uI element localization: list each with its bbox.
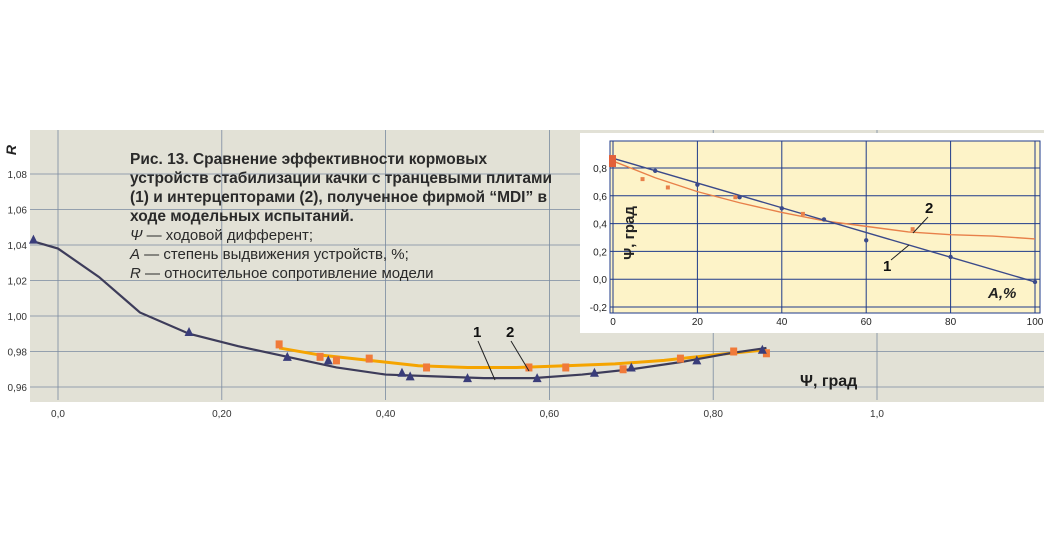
inset-series-1-marker xyxy=(737,194,742,200)
figure-title: Рис. 13. Сравнение эффективности кормовы… xyxy=(130,151,552,225)
main-tick-labels: 0,0 0,20 0,40 0,60 0,80 1,00,960,981,001,021,… xyxy=(8,170,885,420)
series-1-leader xyxy=(477,340,496,381)
inset-y-tick-label: 0,0 xyxy=(593,275,607,286)
series-1-marker xyxy=(323,355,333,365)
series-2-marker xyxy=(423,363,431,372)
inset-y-tick-label: 0,4 xyxy=(593,220,607,231)
inset-x-tick-label: 0 xyxy=(610,317,616,328)
main-y-tick-label: 1,06 xyxy=(8,206,28,217)
legend-text: — степень выдвижения устройств, %; xyxy=(140,246,409,263)
main-x-tick-label: 0,60 xyxy=(540,409,560,420)
inset-series-2-label: 2 xyxy=(925,200,933,217)
legend-symbol: R xyxy=(130,265,141,282)
series-2-label: 2 xyxy=(506,324,514,341)
inset-series-2-leader xyxy=(912,216,929,234)
series-1-marker xyxy=(463,373,472,383)
series-1-marker xyxy=(397,367,407,377)
main-y-tick-label: 1,08 xyxy=(8,170,28,181)
inset-series-1-leader xyxy=(890,244,910,261)
main-x-tick-label: 0,80 xyxy=(703,409,723,420)
series-2-marker xyxy=(730,347,738,356)
inset-x-tick-label: 40 xyxy=(776,317,788,328)
main-x-tick-label: 0,0 xyxy=(51,409,65,420)
series-2-marker xyxy=(316,352,324,361)
series-2-marker xyxy=(332,356,340,365)
inset-series-1-marker xyxy=(653,168,658,173)
main-y-axis-label: R xyxy=(3,144,19,155)
inset-x-tick-label: 20 xyxy=(692,317,704,328)
inset-chart: 0 20 40 60 80 100-0,20,00,20,40,60,8 21 Ψ, гр… xyxy=(580,133,1044,333)
series-1-marker xyxy=(692,355,702,365)
inset-series-2-marker xyxy=(800,211,805,216)
legend-symbol: Ψ xyxy=(130,227,143,244)
inset-series-1-marker xyxy=(864,238,869,243)
series-1-label: 1 xyxy=(473,324,481,341)
inset-tick-labels: 0 20 40 60 80 100 -0,2 0,0 0,2 0,4 0,6 0,8 xyxy=(590,164,1044,328)
inset-x-tick-label: 100 xyxy=(1027,317,1044,328)
inset-frame xyxy=(609,140,1041,314)
series-1-marker xyxy=(626,362,636,372)
series-1-marker xyxy=(184,326,194,336)
legend-text: — относительное сопротивление модели xyxy=(140,265,434,282)
series-2-marker xyxy=(619,365,627,374)
inset-x-tick-label: 80 xyxy=(945,317,957,328)
inset-plot-background xyxy=(610,141,1040,313)
main-y-tick-label: 0,98 xyxy=(8,348,28,359)
inset-y-axis-label: Ψ, град xyxy=(621,206,638,260)
inset-series-2-marker xyxy=(665,185,670,190)
figure-caption: Рис. 13. Сравнение эффективности кормовы… xyxy=(130,150,570,283)
inset-series-1-label: 1 xyxy=(883,258,891,275)
inset-series-1-marker xyxy=(1032,279,1038,285)
series-1-marker xyxy=(757,344,767,354)
inset-y-tick-label: 0,6 xyxy=(593,192,607,203)
legend-text: — ходовой дифферент; xyxy=(142,227,314,244)
legend-line-psi: Ψ — ходовой дифферент; xyxy=(130,226,570,245)
inset-series-1-marker xyxy=(821,217,827,222)
legend-symbol: A xyxy=(130,246,141,263)
inset-x-axis-label: A,% xyxy=(987,285,1016,302)
main-y-tick-label: 1,04 xyxy=(8,241,28,252)
legend-line-a: A — степень выдвижения устройств, %; xyxy=(130,245,570,264)
inset-y-tick-label: 0,2 xyxy=(593,247,607,258)
inset-y-tick-label: -0,2 xyxy=(590,303,608,314)
inset-x-tick-label: 60 xyxy=(861,317,873,328)
main-x-tick-label: 1,0 xyxy=(870,409,884,420)
inset-series-2-marker xyxy=(640,177,645,182)
series-2-marker xyxy=(365,354,373,363)
series-2-marker xyxy=(275,340,283,349)
series-1-marker xyxy=(405,371,415,381)
series-2-marker xyxy=(525,363,533,372)
series-1-marker xyxy=(28,234,38,244)
main-x-tick-label: 0,40 xyxy=(376,409,396,420)
inset-series-2-marker xyxy=(910,227,915,232)
main-x-tick-label: 0,20 xyxy=(212,409,232,420)
inset-series-2-marker xyxy=(733,195,738,200)
inset-series-2-start-marker xyxy=(609,155,616,168)
series-2-marker xyxy=(676,354,684,363)
inset-series-1-marker xyxy=(948,254,953,260)
series-1-line xyxy=(33,240,767,380)
inset-y-tick-label: 0,8 xyxy=(593,164,607,175)
series-2-marker xyxy=(562,363,570,372)
main-y-tick-label: 1,00 xyxy=(8,312,28,323)
inset-series-1-marker xyxy=(695,182,700,187)
main-x-axis-label: Ψ, град xyxy=(800,373,857,390)
series-1-marker xyxy=(282,351,292,361)
legend-line-r: R — относительное сопротивление модели xyxy=(130,264,570,283)
inset-series-1-marker xyxy=(779,206,784,211)
inset-grid xyxy=(609,140,1041,314)
series-2-leader xyxy=(510,340,530,372)
series-1-marker xyxy=(589,367,599,377)
main-y-tick-label: 1,02 xyxy=(8,277,28,288)
main-y-tick-label: 0,96 xyxy=(8,383,28,394)
series-1-marker xyxy=(532,373,542,383)
inset-series: 21 xyxy=(609,155,1038,285)
